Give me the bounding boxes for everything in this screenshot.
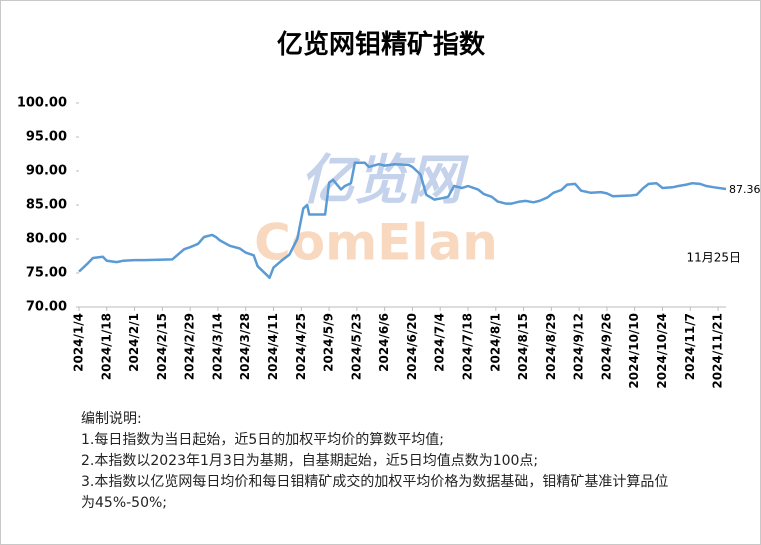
- note-line: 2.本指数以2023年1月3日为基期，自基期起始，近5日均值点数为100点;: [81, 453, 539, 469]
- x-tick-label: 2024/8/1: [488, 313, 502, 372]
- x-tick-label: 2024/5/9: [322, 313, 336, 372]
- x-tick-label: 2024/2/15: [155, 313, 169, 380]
- note-line: 3.本指数以亿览网每日均价和每日钼精矿成交的加权平均价格为数据基础，钼精矿基准计…: [81, 474, 669, 511]
- x-tick-label: 2024/7/4: [433, 313, 447, 372]
- x-tick-label: 2024/4/25: [294, 313, 308, 380]
- x-tick-label: 2024/1/18: [99, 313, 113, 380]
- y-tick-label: 70.00: [26, 300, 67, 315]
- x-tick-label: 2024/8/29: [544, 313, 558, 380]
- y-tick-label: 95.00: [26, 130, 67, 145]
- x-tick-label: 2024/8/15: [516, 313, 530, 380]
- x-tick-label: 2024/6/20: [405, 313, 419, 380]
- y-tick-label: 85.00: [26, 198, 67, 213]
- x-tick-label: 2024/1/4: [72, 313, 86, 372]
- x-tick-label: 2024/4/11: [266, 313, 280, 380]
- x-tick-label: 2024/2/29: [183, 313, 197, 380]
- chart-title: 亿览网钼精矿指数: [277, 29, 486, 60]
- x-tick-label: 2024/10/24: [655, 313, 669, 389]
- note-line: 1.每日指数为当日起始，近5日的加权平均价的算数平均值;: [81, 432, 444, 448]
- note-line: 编制说明:: [81, 411, 142, 427]
- x-tick-label: 2024/9/26: [599, 313, 613, 380]
- y-tick-label: 100.00: [17, 96, 67, 111]
- notes: 编制说明: 1.每日指数为当日起始，近5日的加权平均价的算数平均值; 2.本指数以2…: [81, 409, 681, 514]
- x-tick-label: 2024/3/14: [210, 313, 224, 380]
- y-tick-label: 80.00: [26, 232, 67, 247]
- x-tick-label: 2024/7/18: [460, 313, 474, 380]
- x-tick-label: 2024/5/23: [349, 313, 363, 380]
- x-tick-label: 2024/11/21: [711, 313, 725, 389]
- watermark: ComElan: [254, 214, 498, 272]
- x-tick-label: 2024/2/1: [127, 313, 141, 372]
- line: [78, 161, 727, 280]
- x-tick-label: 2024/3/28: [238, 313, 252, 380]
- watermark: 亿览网: [300, 149, 470, 212]
- data-label: 87.36: [729, 183, 760, 196]
- y-tick-label: 75.00: [26, 266, 67, 281]
- annotation: 11月25日: [686, 251, 741, 265]
- x-tick-label: 2024/11/7: [683, 313, 697, 380]
- x-tick-label: 2024/6/6: [377, 313, 391, 372]
- y-tick-label: 90.00: [26, 164, 67, 179]
- x-tick-label: 2024/9/12: [572, 313, 586, 380]
- x-tick-label: 2024/10/10: [627, 313, 641, 389]
